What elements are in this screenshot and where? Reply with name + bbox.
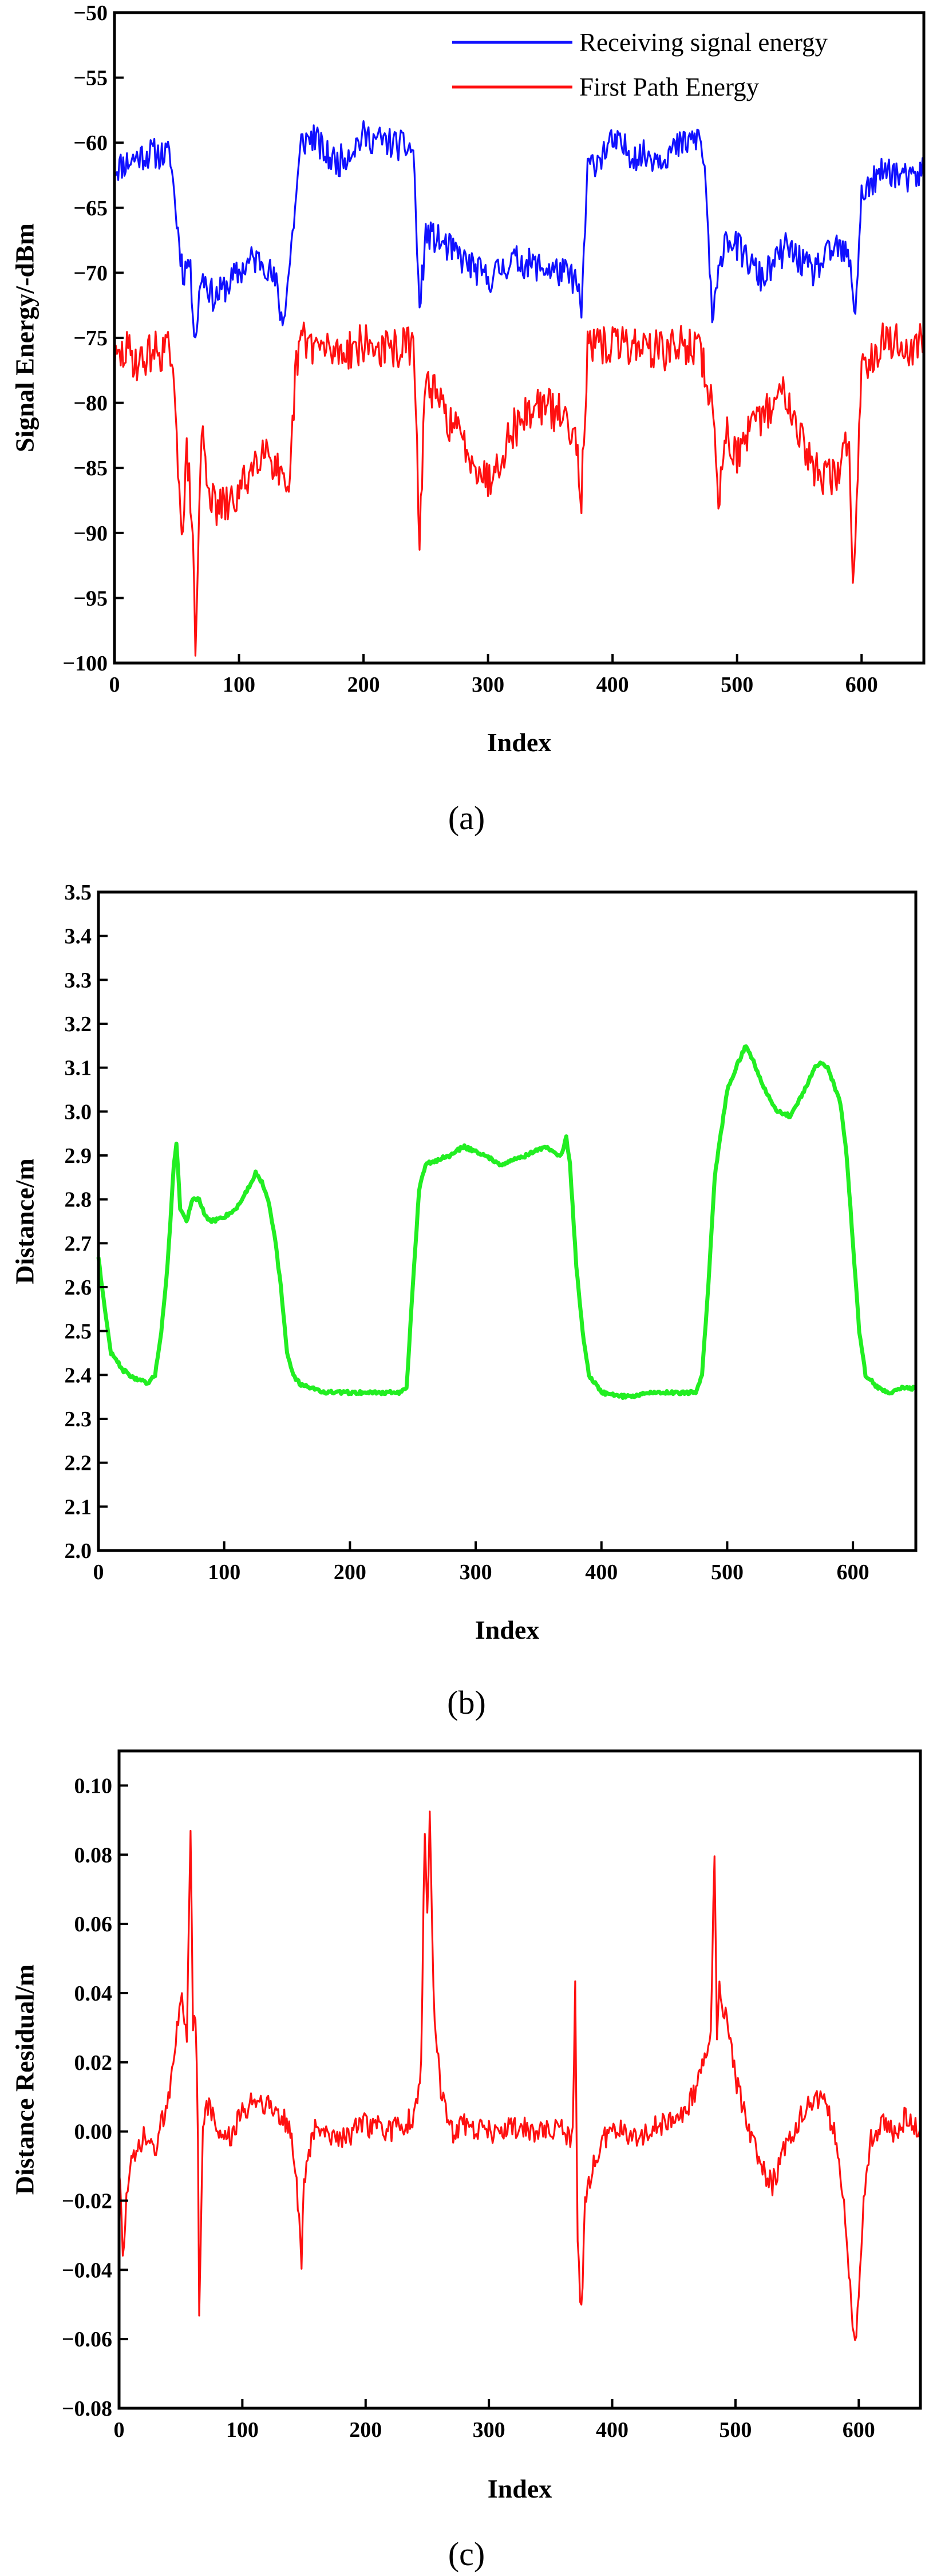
chart-b: 0 100 200 300 400 500 600 2.0 2.1 2.2 2.3 2.4 2.5 2.6… — [10, 881, 918, 1644]
y-tick-label: 0.10 — [74, 1774, 113, 1798]
y-tick-label: −0.08 — [62, 2397, 112, 2421]
y-tick-label: 3.4 — [65, 925, 92, 949]
x-tick-label: 300 — [460, 1560, 492, 1584]
x-tick-label: 500 — [721, 673, 753, 697]
y-tick-label: −50 — [73, 1, 108, 25]
chart-b-xlabel: Index — [475, 1615, 539, 1644]
x-tick-label: 0 — [114, 2418, 125, 2442]
chart-c-ylabel: Distance Residual/m — [10, 1964, 39, 2195]
y-tick-label: −0.02 — [62, 2189, 112, 2213]
y-tick-label: 2.9 — [65, 1144, 92, 1168]
chart-c-xlabel: Index — [488, 2474, 552, 2503]
chart-b-series-layer — [96, 1044, 917, 1400]
y-tick-label: 0.08 — [74, 1843, 113, 1867]
x-tick-label: 100 — [223, 673, 255, 697]
y-tick-label: −0.04 — [62, 2258, 112, 2282]
x-tick-label: 200 — [349, 2418, 382, 2442]
x-tick-label: 400 — [585, 1560, 618, 1584]
chart-a-ticks: 0 100 200 300 400 500 600 −100 −95 −90 −85 −80 −75 −7… — [62, 1, 877, 697]
y-tick-label: 2.0 — [65, 1539, 92, 1563]
chart-c-ticks: 0 100 200 300 400 500 600 −0.08 −0.06 −0.04 −0.02 0… — [62, 1774, 875, 2442]
y-tick-label: −60 — [73, 131, 108, 155]
caption-c: (c) — [448, 2535, 485, 2573]
x-tick-label: 0 — [93, 1560, 104, 1584]
y-tick-label: 2.5 — [65, 1320, 92, 1344]
x-tick-label: 600 — [843, 2418, 875, 2442]
x-tick-label: 100 — [226, 2418, 259, 2442]
x-tick-label: 300 — [473, 2418, 505, 2442]
y-tick-label: 2.2 — [65, 1451, 92, 1476]
x-tick-label: 500 — [711, 1560, 744, 1584]
y-tick-label: 2.4 — [65, 1363, 92, 1387]
y-tick-label: −65 — [73, 196, 108, 220]
y-tick-label: −85 — [73, 456, 108, 480]
y-tick-label: −100 — [62, 652, 108, 676]
y-tick-label: 3.1 — [65, 1056, 92, 1080]
x-tick-label: 600 — [837, 1560, 869, 1584]
x-tick-label: 300 — [472, 673, 504, 697]
y-tick-label: −90 — [73, 522, 108, 546]
chart-a-xlabel: Index — [487, 728, 551, 757]
chart-b-ylabel: Distance/m — [10, 1158, 39, 1284]
chart-c: 0 100 200 300 400 500 600 −0.08 −0.06 −0.04 −0.02 0… — [10, 1749, 922, 2503]
chart-c-series-layer — [118, 1810, 922, 2341]
y-tick-label: −95 — [73, 586, 108, 610]
chart-b-ticks: 0 100 200 300 400 500 600 2.0 2.1 2.2 2.3 2.4 2.5 2.6… — [65, 881, 869, 1584]
series-line-1 — [96, 1044, 917, 1400]
chart-b-frame — [97, 890, 918, 1552]
y-tick-label: 3.2 — [65, 1012, 92, 1036]
x-tick-label: 0 — [109, 673, 120, 697]
x-tick-label: 600 — [845, 673, 878, 697]
series-line-1 — [118, 1810, 922, 2341]
y-tick-label: 3.5 — [65, 881, 92, 905]
x-tick-label: 500 — [719, 2418, 752, 2442]
chart-a-ylabel: Signal Energy/-dBm — [10, 223, 39, 452]
y-tick-label: 2.8 — [65, 1188, 92, 1212]
y-tick-label: −55 — [73, 66, 108, 90]
y-tick-label: 0.00 — [74, 2120, 113, 2144]
y-tick-label: 2.7 — [65, 1232, 92, 1256]
y-tick-label: 2.1 — [65, 1495, 92, 1519]
caption-a: (a) — [448, 799, 485, 837]
x-tick-label: 200 — [334, 1560, 366, 1584]
y-tick-label: 3.0 — [65, 1100, 92, 1124]
chart-a: 0 100 200 300 400 500 600 −100 −95 −90 −85 −80 −75 −7… — [10, 1, 926, 757]
y-tick-label: 3.3 — [65, 968, 92, 992]
y-tick-label: −75 — [73, 326, 108, 350]
chart-a-legend: Receiving signal energy First Path Energ… — [452, 28, 828, 101]
chart-c-frame — [117, 1749, 922, 2410]
x-tick-label: 100 — [208, 1560, 240, 1584]
chart-a-series-layer — [113, 120, 925, 657]
x-tick-label: 200 — [347, 673, 380, 697]
series-line-first-path-energy — [113, 318, 925, 657]
chart-a-frame — [113, 11, 926, 665]
x-tick-label: 400 — [596, 2418, 628, 2442]
caption-b: (b) — [447, 1684, 486, 1721]
y-tick-label: 2.6 — [65, 1276, 92, 1300]
y-tick-label: 0.02 — [74, 2051, 113, 2075]
y-tick-label: 0.06 — [74, 1912, 113, 1936]
y-tick-label: 0.04 — [74, 1982, 113, 2006]
y-tick-label: −0.06 — [62, 2328, 112, 2352]
series-line-receiving-signal-energy — [113, 120, 925, 338]
y-tick-label: −70 — [73, 261, 108, 285]
x-tick-label: 400 — [596, 673, 629, 697]
y-tick-label: 2.3 — [65, 1407, 92, 1431]
legend-label-receiving-signal-energy: Receiving signal energy — [579, 28, 828, 57]
legend-label-first-path-energy: First Path Energy — [579, 73, 760, 101]
y-tick-label: −80 — [73, 392, 108, 416]
